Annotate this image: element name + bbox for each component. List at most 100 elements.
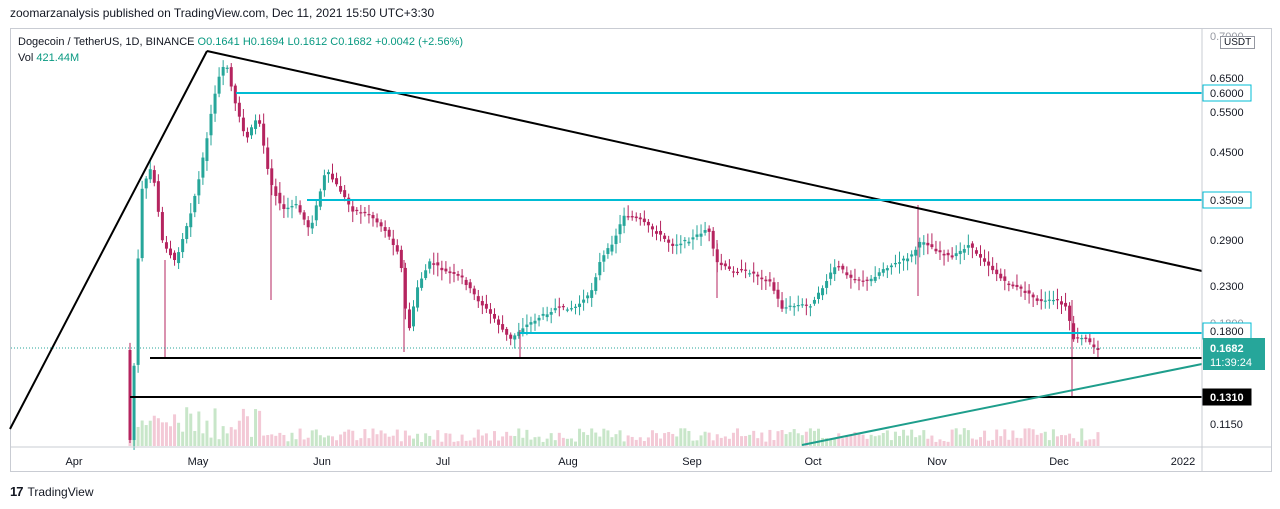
volume-bar (857, 432, 861, 446)
candle-body (460, 275, 464, 278)
volume-bar (829, 438, 833, 446)
candle-body (817, 292, 820, 300)
drawings[interactable] (9, 50, 1203, 446)
chart-frame[interactable] (10, 28, 1272, 472)
volume-bar (655, 433, 658, 446)
candle-body (610, 244, 614, 252)
volume-bar (910, 429, 914, 446)
volume-bar (468, 440, 472, 446)
volume-bar (497, 440, 501, 446)
candle-body (845, 272, 849, 276)
candle-body (711, 230, 715, 249)
volume-bar (650, 430, 654, 446)
volume-bar (136, 426, 140, 446)
wedge-up-trendline[interactable] (9, 50, 208, 430)
volume-bar (476, 429, 480, 446)
volume-bar (865, 438, 869, 446)
volume-bar (1064, 435, 1068, 446)
candle-body (229, 67, 233, 87)
volume-bar (282, 434, 286, 446)
volume-bar (715, 434, 719, 446)
candle-body (740, 269, 744, 271)
candle-body (436, 262, 440, 266)
volume-bar (173, 414, 177, 446)
candle-body (322, 175, 326, 191)
volume-bar (873, 436, 877, 446)
candle-body (1047, 299, 1051, 301)
candle-body (335, 178, 339, 185)
volume-bar (537, 436, 541, 446)
candle-body (521, 328, 525, 333)
volume-bar (448, 433, 452, 446)
volume-bar (918, 435, 922, 446)
volume-bar (833, 438, 837, 446)
volume-bar (241, 408, 245, 446)
candle-body (970, 243, 974, 248)
symbol-name[interactable]: Dogecoin / TetherUS, 1D, BINANCE (18, 36, 195, 48)
candle-body (209, 113, 213, 136)
ohlc-high: H0.1694 (242, 36, 285, 48)
candle-body (756, 274, 760, 277)
volume-bar (667, 432, 671, 446)
volume-bar (792, 429, 796, 446)
candle-body (399, 249, 403, 269)
volume-bar (970, 438, 974, 446)
volume-bar (501, 436, 505, 446)
candle-body (1027, 290, 1031, 294)
candle-body (144, 178, 148, 189)
volume-bar (610, 437, 614, 446)
candle-body (205, 138, 209, 162)
volume-bar (1007, 439, 1011, 446)
candle-body (731, 271, 735, 273)
candle-body (1096, 347, 1100, 351)
volume-bar (488, 440, 492, 446)
time-tick-label: Aug (558, 456, 578, 468)
candle-body (646, 221, 650, 226)
candle-body (254, 120, 258, 129)
volume-bar (849, 435, 853, 446)
last-price-value: 0.1682 (1210, 343, 1244, 355)
candle-body (574, 306, 577, 308)
volume-bar (217, 439, 221, 446)
price-tick-label: 0.2300 (1210, 281, 1244, 293)
candle-body (181, 239, 185, 253)
volume-bar (942, 441, 946, 446)
candle-body (938, 250, 942, 253)
candle-body (764, 279, 768, 282)
candle-body (995, 269, 999, 275)
volume-bar (484, 433, 488, 446)
volume-bar (1011, 430, 1015, 446)
volume-bar (817, 428, 820, 446)
wedge-down-trendline[interactable] (206, 50, 1203, 272)
time-tick-label: Nov (927, 456, 947, 468)
price-tick-label: 0.4500 (1210, 147, 1244, 159)
currency-unit-badge[interactable]: USDT (1220, 36, 1256, 49)
publisher-line: zoomarzanalysis published on TradingView… (10, 6, 435, 20)
candle-body (1055, 299, 1059, 301)
volume-bar (432, 439, 436, 446)
volume-bar (375, 434, 379, 446)
time-tick-label: May (188, 456, 209, 468)
time-axis[interactable]: Apr May Jun Jul Aug Sep Oct Nov Dec 2022 (65, 456, 1195, 468)
volume-bar (245, 416, 249, 446)
volume-bar (274, 435, 278, 446)
volume-bar (590, 428, 594, 446)
candle-body (873, 276, 877, 281)
volume-bar (598, 436, 602, 446)
candle-body (173, 252, 177, 261)
candle-body (428, 261, 432, 269)
volume-bar (861, 434, 865, 446)
candle-body (529, 322, 533, 325)
volume-bar (719, 437, 723, 446)
candle-body (796, 305, 800, 307)
volume-bar (1084, 440, 1088, 446)
candle-body (893, 262, 897, 265)
volume-bar (164, 422, 168, 446)
candle-body (979, 254, 982, 258)
candle-body (825, 281, 829, 288)
candle-body (339, 185, 343, 192)
candle-body (679, 243, 683, 246)
volume-bar (938, 439, 942, 446)
rising-support-line[interactable] (801, 363, 1203, 446)
